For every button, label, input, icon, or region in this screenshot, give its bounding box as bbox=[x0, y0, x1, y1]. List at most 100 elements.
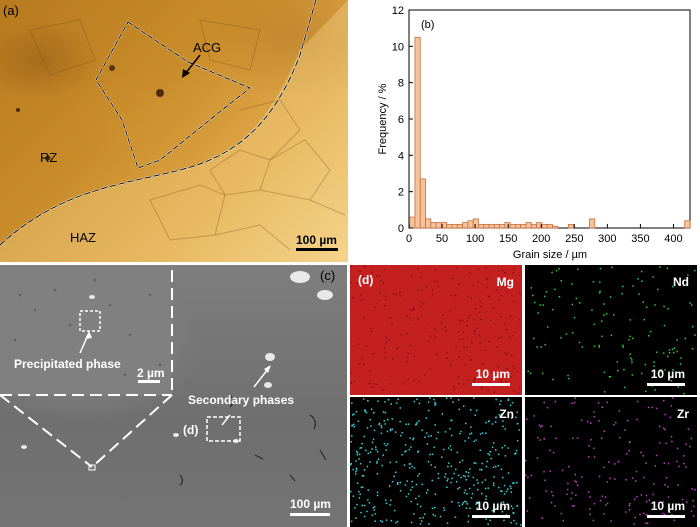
element-signal-dot bbox=[393, 475, 395, 477]
element-signal-dot bbox=[589, 508, 591, 510]
histogram-bar bbox=[541, 223, 548, 229]
element-signal-dot bbox=[364, 410, 367, 413]
element-signal-dot bbox=[353, 380, 356, 382]
element-signal-dot bbox=[383, 442, 386, 445]
element-signal-dot bbox=[368, 382, 371, 385]
element-signal-dot bbox=[652, 493, 654, 496]
element-signal-dot bbox=[420, 305, 422, 307]
element-signal-dot bbox=[365, 449, 367, 452]
element-signal-dot bbox=[409, 463, 412, 465]
histogram-bar bbox=[467, 220, 474, 229]
element-signal-dot bbox=[367, 400, 369, 402]
element-signal-dot bbox=[552, 309, 554, 311]
element-signal-dot bbox=[669, 416, 672, 419]
element-signal-dot bbox=[690, 437, 692, 440]
dark-features bbox=[179, 394, 327, 486]
element-signal-dot bbox=[500, 381, 502, 383]
element-signal-dot bbox=[489, 319, 492, 321]
element-signal-dot bbox=[628, 504, 631, 507]
element-signal-dot bbox=[370, 408, 373, 410]
histogram-bar bbox=[462, 222, 469, 229]
element-signal-dot bbox=[488, 340, 490, 343]
element-signal-dot bbox=[430, 435, 432, 437]
element-signal-dot bbox=[593, 447, 595, 449]
element-signal-dot bbox=[593, 345, 596, 347]
element-signal-dot bbox=[404, 484, 407, 486]
element-signal-dot bbox=[540, 426, 542, 428]
element-signal-dot bbox=[631, 359, 633, 361]
element-signal-dot bbox=[500, 501, 503, 504]
map-element-zn: Zn bbox=[499, 407, 514, 421]
element-signal-dot bbox=[502, 476, 504, 479]
element-signal-dot bbox=[495, 398, 497, 401]
element-signal-dot bbox=[458, 505, 461, 507]
element-signal-dot bbox=[546, 407, 549, 409]
element-signal-dot bbox=[634, 516, 636, 519]
element-signal-dot bbox=[462, 338, 464, 340]
element-signal-dot bbox=[654, 304, 656, 306]
element-signal-dot bbox=[543, 438, 545, 440]
element-signal-dot bbox=[410, 446, 412, 448]
element-signal-dot bbox=[405, 495, 408, 498]
element-signal-dot bbox=[466, 324, 468, 327]
element-signal-dot bbox=[510, 521, 512, 524]
element-signal-dot bbox=[419, 517, 421, 519]
element-signal-dot bbox=[361, 358, 363, 360]
element-signal-dot bbox=[519, 293, 521, 295]
element-signal-dot bbox=[691, 488, 693, 490]
element-signal-dot bbox=[431, 507, 434, 509]
element-signal-dot bbox=[355, 473, 357, 475]
element-signal-dot bbox=[667, 462, 670, 465]
element-signal-dot bbox=[364, 266, 366, 268]
element-signal-dot bbox=[500, 413, 503, 415]
element-signal-dot bbox=[645, 514, 648, 516]
element-signal-dot bbox=[636, 418, 638, 421]
element-signal-dot bbox=[570, 497, 572, 500]
element-signal-dot bbox=[461, 503, 464, 506]
element-signal-dot bbox=[434, 336, 437, 338]
element-signal-dot bbox=[693, 515, 695, 517]
element-signal-dot bbox=[356, 452, 359, 454]
element-signal-dot bbox=[379, 275, 381, 277]
element-signal-dot bbox=[476, 327, 478, 330]
element-signal-dot bbox=[359, 493, 361, 495]
element-signal-dot bbox=[686, 501, 688, 503]
element-signal-dot bbox=[498, 337, 500, 339]
scale-bar-a bbox=[296, 248, 338, 251]
element-signal-dot bbox=[501, 490, 503, 492]
map-scale-mg: 10 µm bbox=[475, 367, 510, 381]
element-signal-dot bbox=[663, 399, 665, 402]
element-signal-dot bbox=[361, 504, 363, 507]
element-signal-dot bbox=[603, 513, 605, 515]
element-signal-dot bbox=[676, 460, 678, 463]
element-signal-dot bbox=[495, 289, 498, 291]
element-signal-dot bbox=[417, 450, 419, 452]
element-signal-dot bbox=[512, 511, 514, 514]
element-signal-dot bbox=[369, 461, 371, 463]
element-signal-dot bbox=[574, 473, 576, 476]
element-signal-dot bbox=[350, 463, 352, 466]
element-signal-dot bbox=[640, 494, 643, 496]
element-signal-dot bbox=[572, 332, 574, 334]
x-tick-label: 0 bbox=[406, 233, 412, 245]
element-signal-dot bbox=[371, 441, 374, 444]
element-signal-dot bbox=[376, 450, 379, 453]
element-signal-dot bbox=[416, 422, 418, 424]
element-signal-dot bbox=[663, 352, 665, 354]
element-signal-dot bbox=[446, 397, 448, 399]
element-signal-dot bbox=[428, 523, 430, 525]
element-signal-dot bbox=[503, 484, 506, 487]
element-signal-dot bbox=[486, 502, 488, 504]
element-signal-dot bbox=[558, 296, 561, 298]
element-signal-dot bbox=[458, 399, 460, 401]
element-signal-dot bbox=[690, 510, 693, 513]
element-signal-dot bbox=[630, 357, 632, 359]
element-signal-dot bbox=[465, 422, 467, 425]
element-signal-dot bbox=[385, 519, 388, 521]
element-signal-dot bbox=[494, 421, 497, 423]
element-signal-dot bbox=[552, 451, 555, 454]
element-signal-dot bbox=[538, 424, 541, 426]
element-signal-dot bbox=[562, 519, 564, 522]
element-signal-dot bbox=[664, 428, 666, 431]
histogram-bar bbox=[425, 218, 432, 229]
